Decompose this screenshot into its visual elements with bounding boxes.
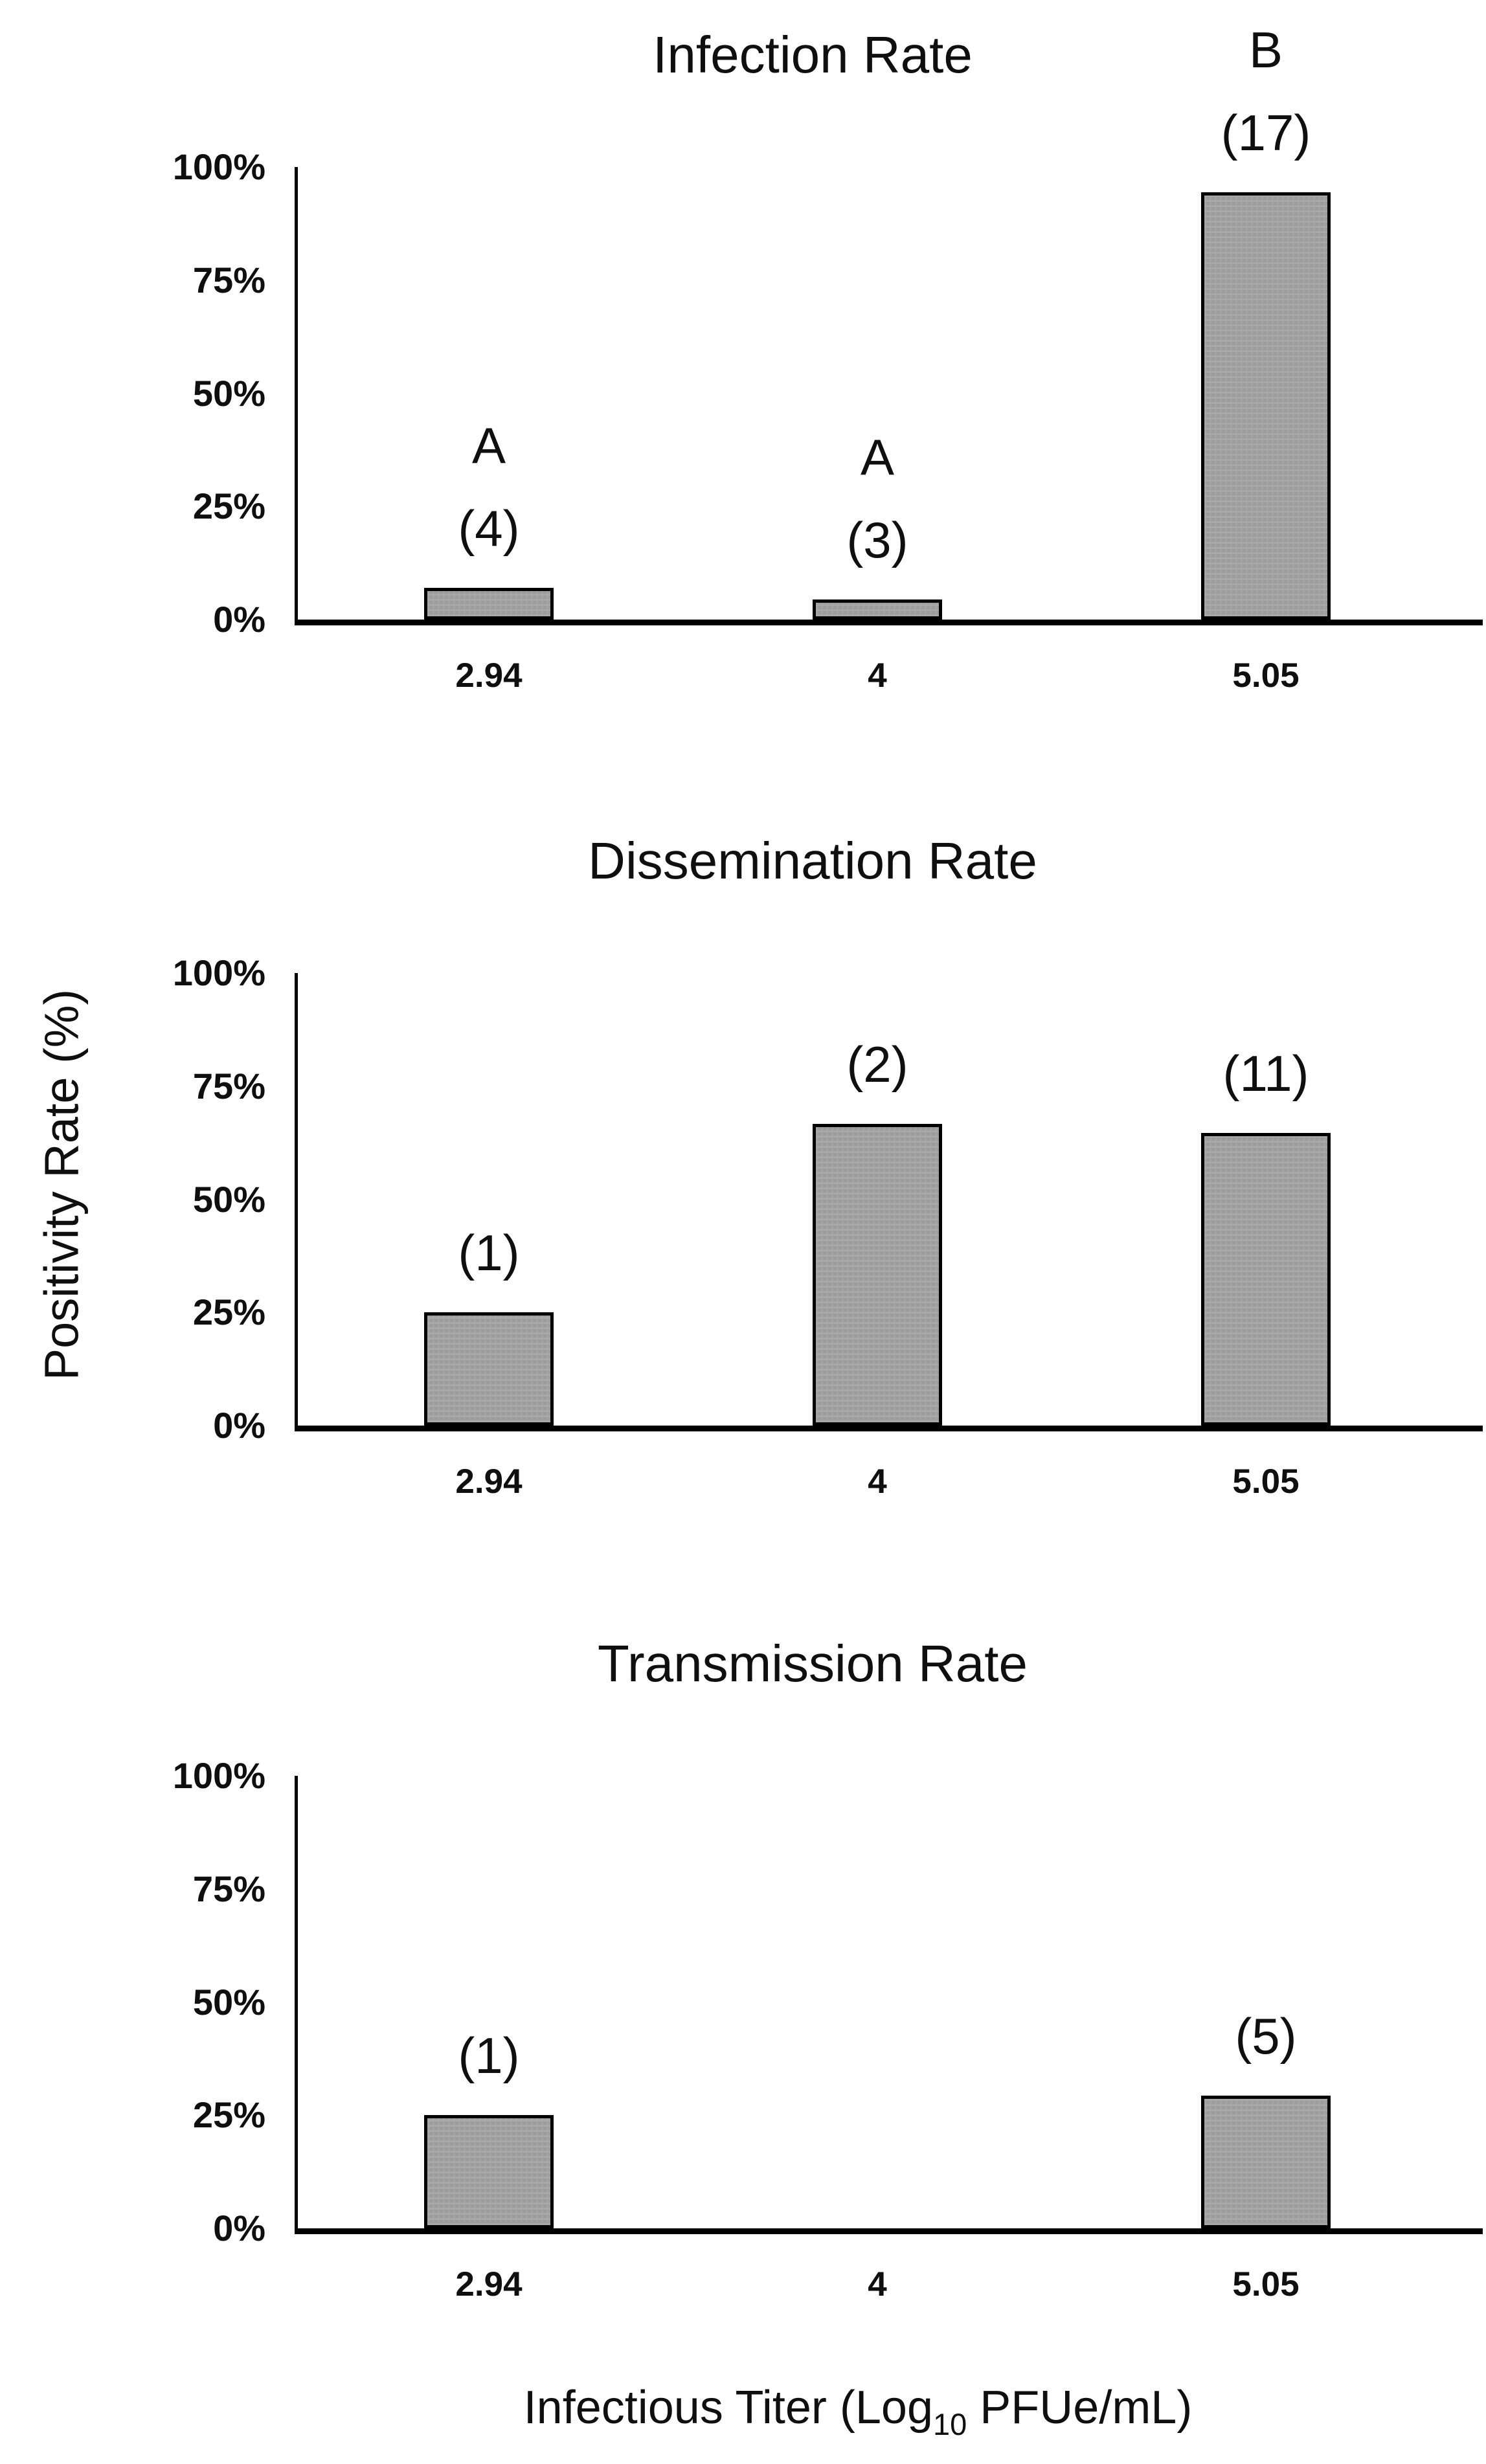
bar-2.94 [424, 588, 554, 620]
bar-annotation: (5) [1235, 2007, 1297, 2065]
chart-infection-rate: Infection Rate 100% 75% 50% 25% 0% A (4) 2.94 A … [173, 21, 1483, 695]
bar-annotation: (1) [458, 2027, 520, 2085]
y-tick-label: 75% [192, 1868, 265, 1909]
bar-5.05 [1201, 1132, 1331, 1426]
bar-5.05 [1201, 2095, 1331, 2228]
x-tick-label: 5.05 [1232, 1462, 1300, 1501]
bar-annotation: (2) [846, 1035, 908, 1093]
y-tick-label: 100% [172, 1755, 265, 1796]
chart-title: Transmission Rate [598, 1635, 1028, 1692]
bar-annotation: (1) [458, 1224, 520, 1282]
y-tick-label: 100% [172, 146, 265, 187]
x-axis-title-subscript: 10 [933, 2407, 967, 2441]
bar-annotation: B (17) [1221, 21, 1311, 162]
x-tick-label: 2.94 [455, 1462, 523, 1501]
y-tick-label: 25% [192, 2094, 265, 2136]
x-tick-label: 5.05 [1232, 656, 1300, 695]
x-tick-label: 2.94 [455, 2265, 523, 2303]
chart-title: Dissemination Rate [588, 832, 1037, 890]
x-tick-label: 5.05 [1232, 2265, 1300, 2303]
bar-2.94 [424, 2115, 554, 2228]
x-axis-title-suffix: PFUe/mL) [967, 2382, 1193, 2434]
bar-annotation: A (4) [458, 417, 520, 557]
bar-annotation: A (3) [846, 429, 908, 569]
y-tick-label: 25% [192, 1292, 265, 1333]
bar-4 [813, 1123, 942, 1426]
y-tick-label: 75% [192, 259, 265, 300]
bar-4 [813, 599, 942, 620]
bar-annotation: (11) [1222, 1044, 1309, 1102]
bar-2.94 [424, 1312, 554, 1426]
x-axis-title: Infectious Titer (Log10 PFUe/mL) [295, 2381, 1421, 2441]
chart-dissemination-rate: Dissemination Rate 100% 75% 50% 25% 0% (1) 2.94… [173, 832, 1483, 1501]
x-tick-label: 4 [868, 656, 887, 695]
bar-5.05 [1201, 192, 1331, 620]
chart-transmission-rate: Transmission Rate 100% 75% 50% 25% 0% (1) 2.94 4… [173, 1635, 1483, 2303]
y-tick-label: 50% [192, 1178, 265, 1220]
y-tick-label: 0% [213, 2208, 265, 2248]
y-tick-label: 50% [192, 1981, 265, 2022]
y-tick-label: 100% [172, 952, 265, 993]
y-tick-label: 75% [192, 1065, 265, 1106]
y-tick-label: 25% [192, 486, 265, 527]
x-tick-label: 4 [868, 1462, 887, 1501]
x-tick-label: 2.94 [455, 656, 523, 695]
y-tick-label: 0% [213, 1405, 265, 1446]
y-tick-label: 0% [213, 599, 265, 640]
x-axis-title-prefix: Infectious Titer (Log [523, 2382, 933, 2434]
y-tick-label: 50% [192, 372, 265, 414]
x-tick-label: 4 [868, 2265, 887, 2303]
chart-title: Infection Rate [653, 26, 973, 84]
